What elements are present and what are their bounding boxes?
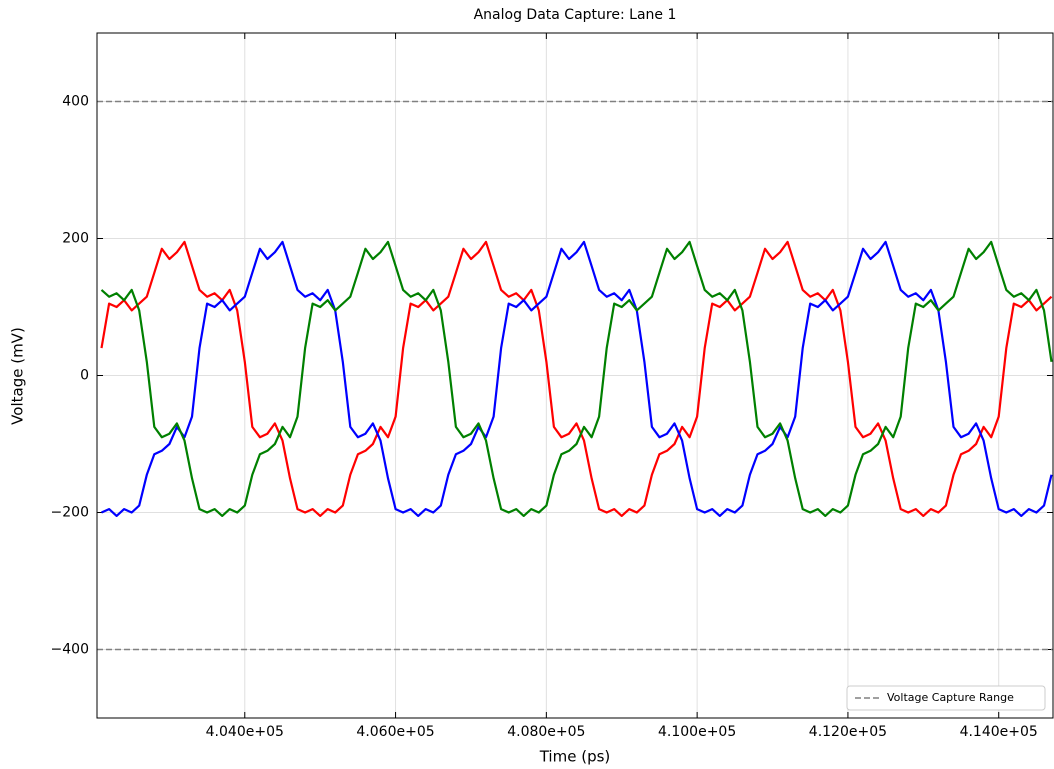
y-tick-label: 0	[80, 368, 89, 384]
x-tick-label: 4.060e+05	[356, 724, 434, 740]
plot-frame	[96, 32, 1054, 719]
y-tick-label: −400	[51, 642, 89, 658]
x-tick-label: 4.080e+05	[507, 724, 585, 740]
y-tick-label: 400	[62, 94, 89, 110]
x-axis-label: Time (ps)	[539, 748, 611, 766]
y-axis-label: Voltage (mV)	[9, 327, 27, 425]
series-group	[100, 240, 1053, 517]
y-tick-label: 200	[62, 231, 89, 247]
chart-title: Analog Data Capture: Lane 1	[474, 7, 677, 23]
x-tick-label: 4.140e+05	[960, 724, 1038, 740]
series-line	[100, 240, 1053, 517]
y-tick-label: −200	[51, 505, 89, 521]
x-tick-label: 4.100e+05	[658, 724, 736, 740]
x-tick-label: 4.120e+05	[809, 724, 887, 740]
legend-label: Voltage Capture Range	[887, 691, 1014, 704]
series-line	[101, 240, 1053, 517]
series-line	[100, 240, 1053, 517]
x-tick-label: 4.040e+05	[206, 724, 284, 740]
legend-box	[846, 685, 1046, 711]
